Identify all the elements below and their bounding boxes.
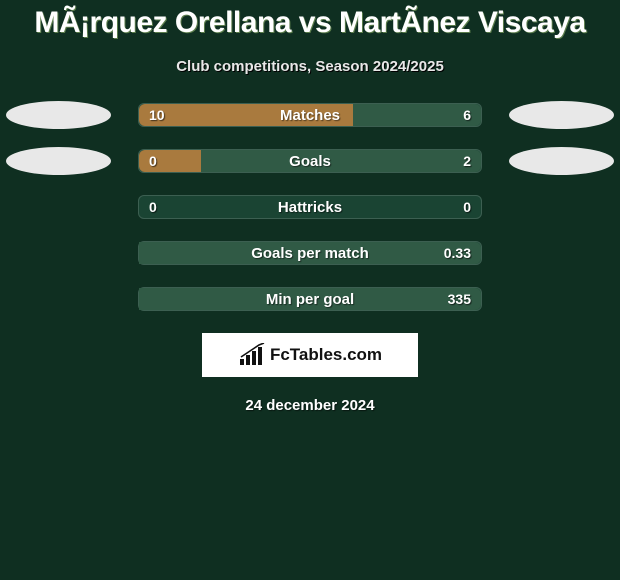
- subtitle: Club competitions, Season 2024/2025: [0, 58, 620, 75]
- stat-value-right: 0: [463, 196, 471, 218]
- stat-value-right: 335: [448, 288, 471, 310]
- stat-bar-track: Hattricks0 0: [138, 195, 482, 219]
- stat-value-right: 2: [463, 150, 471, 172]
- stat-value-right: 0.33: [444, 242, 471, 264]
- stat-row: Min per goal335: [0, 287, 620, 311]
- brand-box: FcTables.com: [202, 333, 418, 377]
- stat-label: Goals: [139, 150, 481, 172]
- stat-label: Goals per match: [139, 242, 481, 264]
- stat-label: Hattricks: [139, 196, 481, 218]
- stat-value-left: 0: [149, 196, 157, 218]
- stat-row: Hattricks0 0: [0, 195, 620, 219]
- player-oval-left: [6, 147, 111, 175]
- stat-value-left: 10: [149, 104, 165, 126]
- stat-label: Min per goal: [139, 288, 481, 310]
- player-oval-right: [509, 101, 614, 129]
- stats-area: Matches106Goals02Hattricks00Goals per ma…: [0, 103, 620, 311]
- stat-row: Matches10 6: [0, 103, 620, 127]
- player-oval-left: [6, 101, 111, 129]
- brand-text: FcTables.com: [270, 345, 382, 365]
- stat-bar-track: Goals per match0.33: [138, 241, 482, 265]
- stat-bar-track: Matches10 6: [138, 103, 482, 127]
- page-title: MÃ¡rquez Orellana vs MartÃ­nez Viscaya: [0, 0, 620, 40]
- comparison-card: MÃ¡rquez Orellana vs MartÃ­nez Viscaya C…: [0, 0, 620, 580]
- brand-chart-icon: [238, 343, 266, 367]
- date-line: 24 december 2024: [0, 397, 620, 414]
- stat-label: Matches: [139, 104, 481, 126]
- stat-bar-track: Min per goal335: [138, 287, 482, 311]
- stat-value-left: 0: [149, 150, 157, 172]
- stat-value-right: 6: [463, 104, 471, 126]
- player-oval-right: [509, 147, 614, 175]
- stat-bar-track: Goals0 2: [138, 149, 482, 173]
- stat-row: Goals0 2: [0, 149, 620, 173]
- stat-row: Goals per match0.33: [0, 241, 620, 265]
